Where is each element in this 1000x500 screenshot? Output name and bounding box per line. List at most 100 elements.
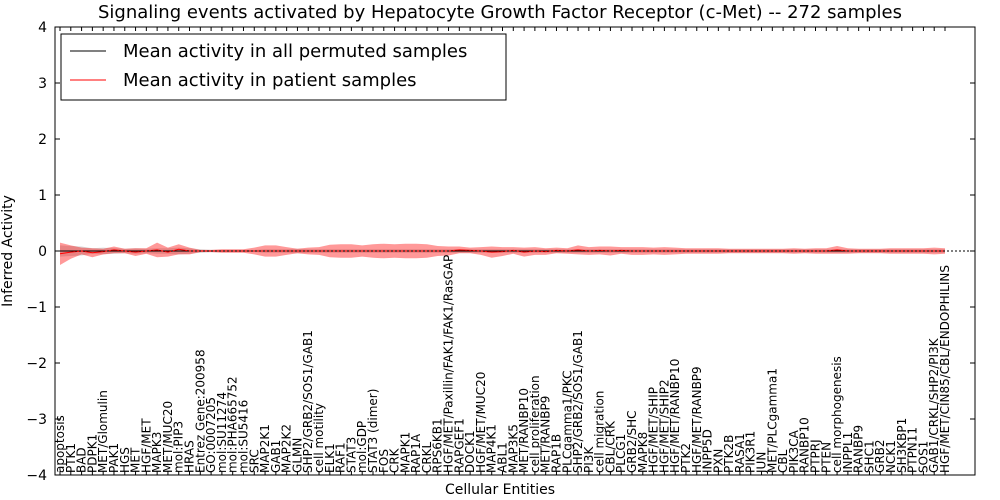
x-entity-label: NCK1	[884, 440, 898, 473]
x-entity-label: mol:GDP	[355, 421, 369, 473]
x-entity-label: MET/RANBP10	[517, 388, 531, 473]
x-entity-label: SH3KBP1	[895, 418, 909, 473]
y-axis-label: Inferred Activity	[0, 195, 16, 307]
band-patient	[60, 242, 945, 265]
x-entity-label: HGF/MET/MUC20	[474, 372, 488, 473]
y-tick-label: −3	[26, 412, 47, 428]
x-entity-label: PTPN11	[906, 427, 920, 473]
x-entity-label: PIK3R1	[744, 431, 758, 473]
x-entity-label: MAPK3	[150, 432, 164, 473]
x-entity-label: DOCK1	[463, 430, 477, 473]
x-entity-label: PAK1	[107, 443, 121, 473]
x-entity-label: PI3K	[582, 446, 596, 473]
x-entity-label: RAF1	[334, 442, 348, 473]
x-entity-label: HGF/MET	[139, 418, 153, 473]
x-entity-label: mol:SU5416	[237, 400, 251, 473]
x-entity-label: SRC	[247, 449, 261, 473]
x-entity-label: MAP4K1	[485, 424, 499, 473]
x-entity-label: HGF/MET/Paxillin/FAK1/FAK1/RasGAP	[442, 255, 456, 473]
x-entity-label: CRKL	[420, 441, 434, 473]
x-entity-label: HRAS	[183, 440, 197, 473]
x-entity-label: cell morphogenesis	[830, 356, 844, 473]
x-entity-label: GRB2/SHC	[625, 410, 639, 473]
x-entity-label: PXN	[711, 449, 725, 473]
x-entity-label: PTK2	[679, 443, 693, 473]
x-entity-label: MAPK1	[398, 432, 412, 473]
x-entity-label: SOS1	[916, 441, 930, 473]
x-entity-label: HGS	[118, 447, 132, 473]
y-tick-label: −4	[26, 468, 47, 484]
x-entity-label: SHC1	[863, 440, 877, 473]
x-entity-label: PTPRJ	[809, 439, 823, 473]
x-entity-label: mol:PHA665752	[226, 376, 240, 473]
x-entity-label: HGF/MET/RANBP10	[668, 359, 682, 473]
x-entity-label: STAT3	[344, 437, 358, 473]
y-tick-label: 4	[38, 20, 47, 36]
y-tick-label: 2	[38, 132, 47, 148]
x-entity-label: MET/PLCgamma1	[765, 368, 779, 473]
x-entity-label: CRK	[388, 447, 402, 473]
x-entity-label: CBL	[776, 449, 790, 473]
x-entity-label: FOS	[377, 449, 391, 473]
x-entity-label: RAP1B	[550, 434, 564, 473]
x-entity-label: RPS6KB1	[431, 418, 445, 473]
x-entity-label: CBL/CRK	[603, 420, 617, 473]
x-axis-label: Cellular Entities	[445, 482, 555, 498]
x-entity-label: BAD	[75, 447, 89, 473]
y-tick-label: −1	[26, 300, 47, 316]
chart-title: Signaling events activated by Hepatocyte…	[98, 2, 902, 23]
y-axis: 4 3 2 1 0 −1 −2 −3 −4	[26, 20, 975, 484]
legend-label-patient: Mean activity in patient samples	[123, 70, 417, 91]
x-entity-label: PTEN	[819, 442, 833, 473]
x-entity-label: MET	[129, 447, 143, 473]
x-entity-label: PLCG1	[614, 434, 628, 473]
y-tick-label: 0	[38, 244, 47, 260]
x-entity-label: RAPGEF1	[452, 418, 466, 473]
y-tick-label: 3	[38, 76, 47, 92]
series-lines	[55, 248, 975, 255]
x-entity-label: RANBP10	[798, 417, 812, 473]
x-entity-label: ELK1	[323, 443, 337, 473]
x-entity-label: PLCgamma1/PKC	[560, 371, 574, 474]
x-entity-label: apoptosis	[53, 415, 67, 473]
x-entity-label: MAPK8	[636, 432, 650, 473]
x-entity-label: MAP3K5	[506, 424, 520, 473]
x-entity-label: RANBP9	[852, 425, 866, 473]
x-entity-label: STAT3 (dimer)	[366, 389, 380, 473]
x-entity-label: cell motility	[312, 403, 326, 473]
x-entity-label: HGF/MET/SHIP	[647, 387, 661, 473]
x-entity-label: GLMN	[290, 438, 304, 473]
x-entity-label: RAP1A	[409, 433, 423, 473]
legend: Mean activity in all permuted samples Me…	[60, 33, 507, 101]
x-entity-label: cell migration	[593, 391, 607, 473]
x-entity-label: RASA1	[733, 433, 747, 473]
x-entity-label: MET/RANBP9	[539, 396, 553, 473]
x-entity-label: PTK2B	[722, 435, 736, 473]
x-entity-label: JUN	[755, 452, 769, 474]
x-entity-label: mol:PIP3	[172, 421, 186, 473]
x-entity-label: MET/MUC20	[161, 401, 175, 473]
x-entity-label: HGF/MET/CIN85/CBL/ENDOPHILINS	[938, 265, 952, 473]
x-entity-label: HGF/MET/SHIP2	[657, 379, 671, 473]
x-axis: apoptosisPTK1BADPDPK1MET/GlomulinPAK1HGS…	[53, 27, 952, 475]
legend-box	[60, 33, 507, 101]
x-entity-label: PIK3CA	[787, 429, 801, 473]
x-entity-label: INPPL1	[841, 432, 855, 473]
legend-label-permuted: Mean activity in all permuted samples	[123, 41, 467, 62]
bands	[60, 242, 945, 265]
y-tick-label: −2	[26, 356, 47, 372]
x-entity-label: ABL1	[496, 442, 510, 473]
x-entity-label: MAP2K2	[280, 424, 294, 473]
x-entity-label: GAB1/CRKL/SHP2/PI3K	[927, 337, 941, 473]
y-tick-label: 1	[38, 188, 47, 204]
x-entity-label: MAP2K1	[258, 424, 272, 473]
x-entity-label: SHP2/GRB2/SOS1/GAB1	[571, 330, 585, 473]
x-entity-label: cell proliferation	[528, 375, 542, 473]
x-entity-label: PDPK1	[85, 434, 99, 473]
x-entity-label: GAB1	[269, 440, 283, 473]
x-entity-label: SHP2/GRB2/SOS1/GAB1	[301, 330, 315, 473]
x-entity-label: GO:0007205	[204, 397, 218, 473]
x-entity-label: MET/Glomulin	[96, 390, 110, 473]
x-entity-label: GRB2	[873, 439, 887, 473]
